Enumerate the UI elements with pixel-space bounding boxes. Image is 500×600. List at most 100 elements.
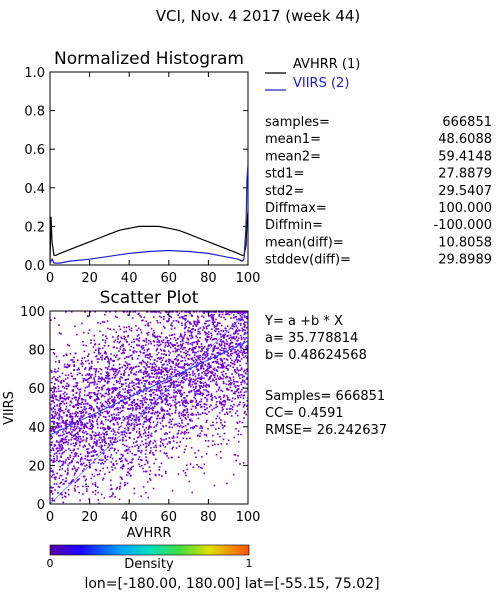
scatter-point <box>243 323 245 325</box>
scatter-point <box>112 360 114 363</box>
scatter-point <box>197 404 199 406</box>
scatter-point <box>128 326 130 328</box>
scatter-point <box>110 484 112 486</box>
scatter-point <box>181 394 183 396</box>
scatter-point <box>111 399 114 401</box>
scatter-point <box>244 352 246 355</box>
scatter-point <box>66 363 69 366</box>
scatter-point <box>88 459 90 462</box>
scatter-point <box>159 384 162 386</box>
scatter-point <box>76 420 78 422</box>
scatter-point <box>212 424 214 426</box>
scatter-point <box>169 346 172 349</box>
scatter-point <box>147 331 150 334</box>
scatter-point <box>102 339 104 341</box>
scatter-point <box>53 460 55 462</box>
scatter-point <box>150 416 153 418</box>
scatter-point <box>94 482 97 484</box>
scatter-point <box>208 362 210 365</box>
scatter-point <box>221 390 224 393</box>
scatter-point <box>138 411 141 414</box>
scatter-point <box>93 381 95 384</box>
scatter-point <box>175 403 177 405</box>
scatter-point <box>99 347 101 350</box>
scatter-point <box>55 355 58 358</box>
scatter-point <box>121 478 123 480</box>
scatter-point <box>70 421 72 423</box>
scatter-point <box>226 375 228 378</box>
scatter-point <box>70 375 73 377</box>
scatter-point <box>50 407 52 410</box>
scatter-point <box>216 384 218 386</box>
scatter-point <box>127 471 129 473</box>
scatter-point <box>108 415 110 418</box>
scatter-point <box>107 374 109 376</box>
scatter-point <box>179 441 182 443</box>
scatter-point <box>104 473 106 475</box>
scatter-point <box>214 330 217 333</box>
scatter-point <box>178 344 180 347</box>
scatter-point <box>239 396 242 399</box>
scatter-point <box>156 344 159 346</box>
scatter-point <box>124 431 126 434</box>
scatter-point <box>70 439 73 441</box>
scatter-point <box>189 463 192 465</box>
scatter-point <box>174 401 176 403</box>
scatter-point <box>233 381 235 383</box>
scatter-point <box>230 317 232 319</box>
scatter-point <box>225 383 228 385</box>
scatter-point <box>126 401 128 403</box>
scatter-point <box>151 452 154 454</box>
scatter-point <box>57 431 59 434</box>
scatter-point <box>165 360 167 363</box>
scatter-point <box>245 368 248 371</box>
scatter-point <box>158 311 160 313</box>
scatter-point <box>138 361 141 364</box>
scatter-point <box>145 470 148 473</box>
scatter-point <box>54 489 56 491</box>
scatter-point <box>227 367 229 370</box>
scatter-point <box>53 429 55 431</box>
scatter-point <box>58 361 61 363</box>
scatter-point <box>197 413 200 416</box>
scatter-point <box>195 401 197 403</box>
scatter-point <box>107 404 110 407</box>
scatter-point <box>173 327 176 329</box>
scatter-point <box>104 441 106 443</box>
scatter-point <box>84 409 86 411</box>
scatter-point <box>96 453 99 456</box>
scatter-point <box>193 373 196 375</box>
scatter-point <box>86 433 88 435</box>
scatter-point <box>244 346 247 349</box>
scatter-point <box>124 336 126 339</box>
scatter-point <box>184 448 186 451</box>
scatter-point <box>237 455 239 457</box>
scatter-point <box>58 407 60 410</box>
scatter-point <box>172 435 175 437</box>
scatter-point <box>65 425 67 427</box>
scatter-point <box>205 386 208 388</box>
scatter-point <box>173 383 175 385</box>
scatter-point <box>88 407 90 410</box>
scatter-point <box>53 444 56 446</box>
scatter-point <box>207 367 209 370</box>
scatter-point <box>89 420 91 423</box>
scatter-point <box>124 371 126 374</box>
scatter-point <box>182 340 184 342</box>
scatter-point <box>183 391 186 394</box>
scatter-point <box>67 457 69 459</box>
scatter-point <box>170 379 172 382</box>
scatter-point <box>175 395 177 397</box>
scatter-point <box>109 401 111 404</box>
scatter-point <box>236 340 238 342</box>
scatter-point <box>182 411 184 413</box>
scatter-point <box>107 428 110 431</box>
scatter-point <box>89 466 91 469</box>
scatter-point <box>178 316 181 319</box>
scatter-point <box>115 389 117 391</box>
scatter-point <box>206 332 208 335</box>
scatter-point <box>170 360 173 363</box>
scatter-point <box>75 436 78 438</box>
scatter-point <box>159 336 162 338</box>
scatter-point <box>58 452 61 455</box>
